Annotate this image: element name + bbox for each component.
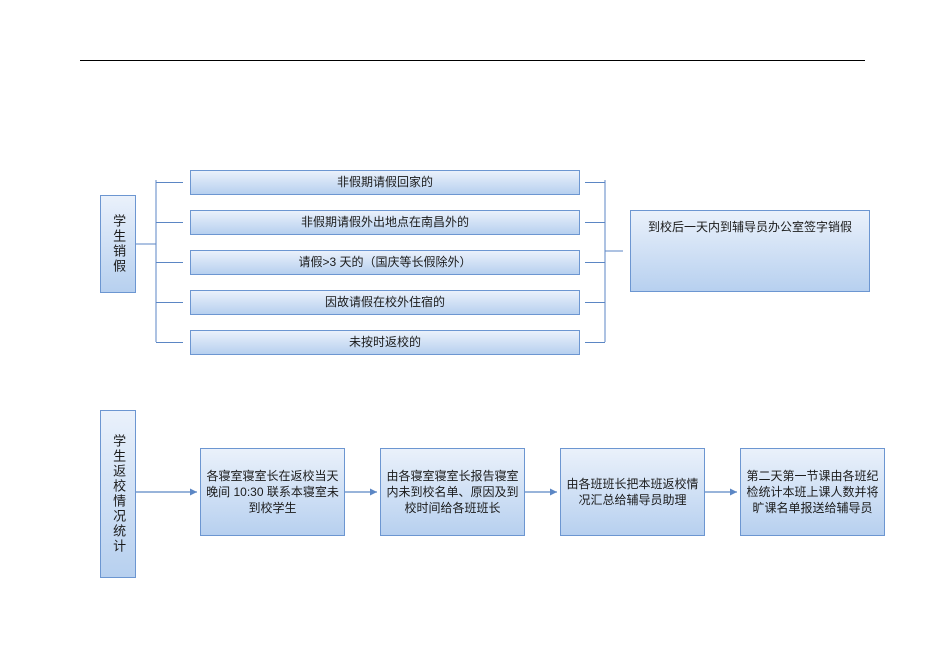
step-box-3: 由各班班长把本班返校情况汇总给辅导员助理 <box>560 448 705 536</box>
section2-title: 学生返校情况统计 <box>111 434 125 554</box>
step-box-2: 由各寝室寝室长报告寝室内未到校名单、原因及到校时间给各班班长 <box>380 448 525 536</box>
section1-result-label: 到校后一天内到辅导员办公室签字销假 <box>648 219 852 235</box>
condition-box-2: 非假期请假外出地点在南昌外的 <box>190 210 580 235</box>
section2-title-box: 学生返校情况统计 <box>100 410 136 578</box>
condition-label: 因故请假在校外住宿的 <box>325 294 445 310</box>
top-divider <box>80 60 865 61</box>
condition-box-5: 未按时返校的 <box>190 330 580 355</box>
condition-box-1: 非假期请假回家的 <box>190 170 580 195</box>
condition-box-4: 因故请假在校外住宿的 <box>190 290 580 315</box>
condition-label: 非假期请假外出地点在南昌外的 <box>301 214 469 230</box>
condition-box-3: 请假>3 天的（国庆等长假除外） <box>190 250 580 275</box>
step-box-4: 第二天第一节课由各班纪检统计本班上课人数并将旷课名单报送给辅导员 <box>740 448 885 536</box>
step-label: 各寝室寝室长在返校当天晚间 10:30 联系本寝室未到校学生 <box>205 468 340 517</box>
left-bracket-connector <box>134 178 185 344</box>
condition-label: 未按时返校的 <box>349 334 421 350</box>
step-label: 第二天第一节课由各班纪检统计本班上课人数并将旷课名单报送给辅导员 <box>745 468 880 517</box>
section1-result-box: 到校后一天内到辅导员办公室签字销假 <box>630 210 870 292</box>
section1-title-box: 学生销假 <box>100 195 136 293</box>
section1-title: 学生销假 <box>111 214 125 274</box>
condition-label: 非假期请假回家的 <box>337 174 433 190</box>
step-box-1: 各寝室寝室长在返校当天晚间 10:30 联系本寝室未到校学生 <box>200 448 345 536</box>
condition-label: 请假>3 天的（国庆等长假除外） <box>298 254 471 270</box>
step-label: 由各寝室寝室长报告寝室内未到校名单、原因及到校时间给各班班长 <box>385 468 520 517</box>
right-bracket-connector <box>583 178 625 344</box>
step-label: 由各班班长把本班返校情况汇总给辅导员助理 <box>565 476 700 508</box>
